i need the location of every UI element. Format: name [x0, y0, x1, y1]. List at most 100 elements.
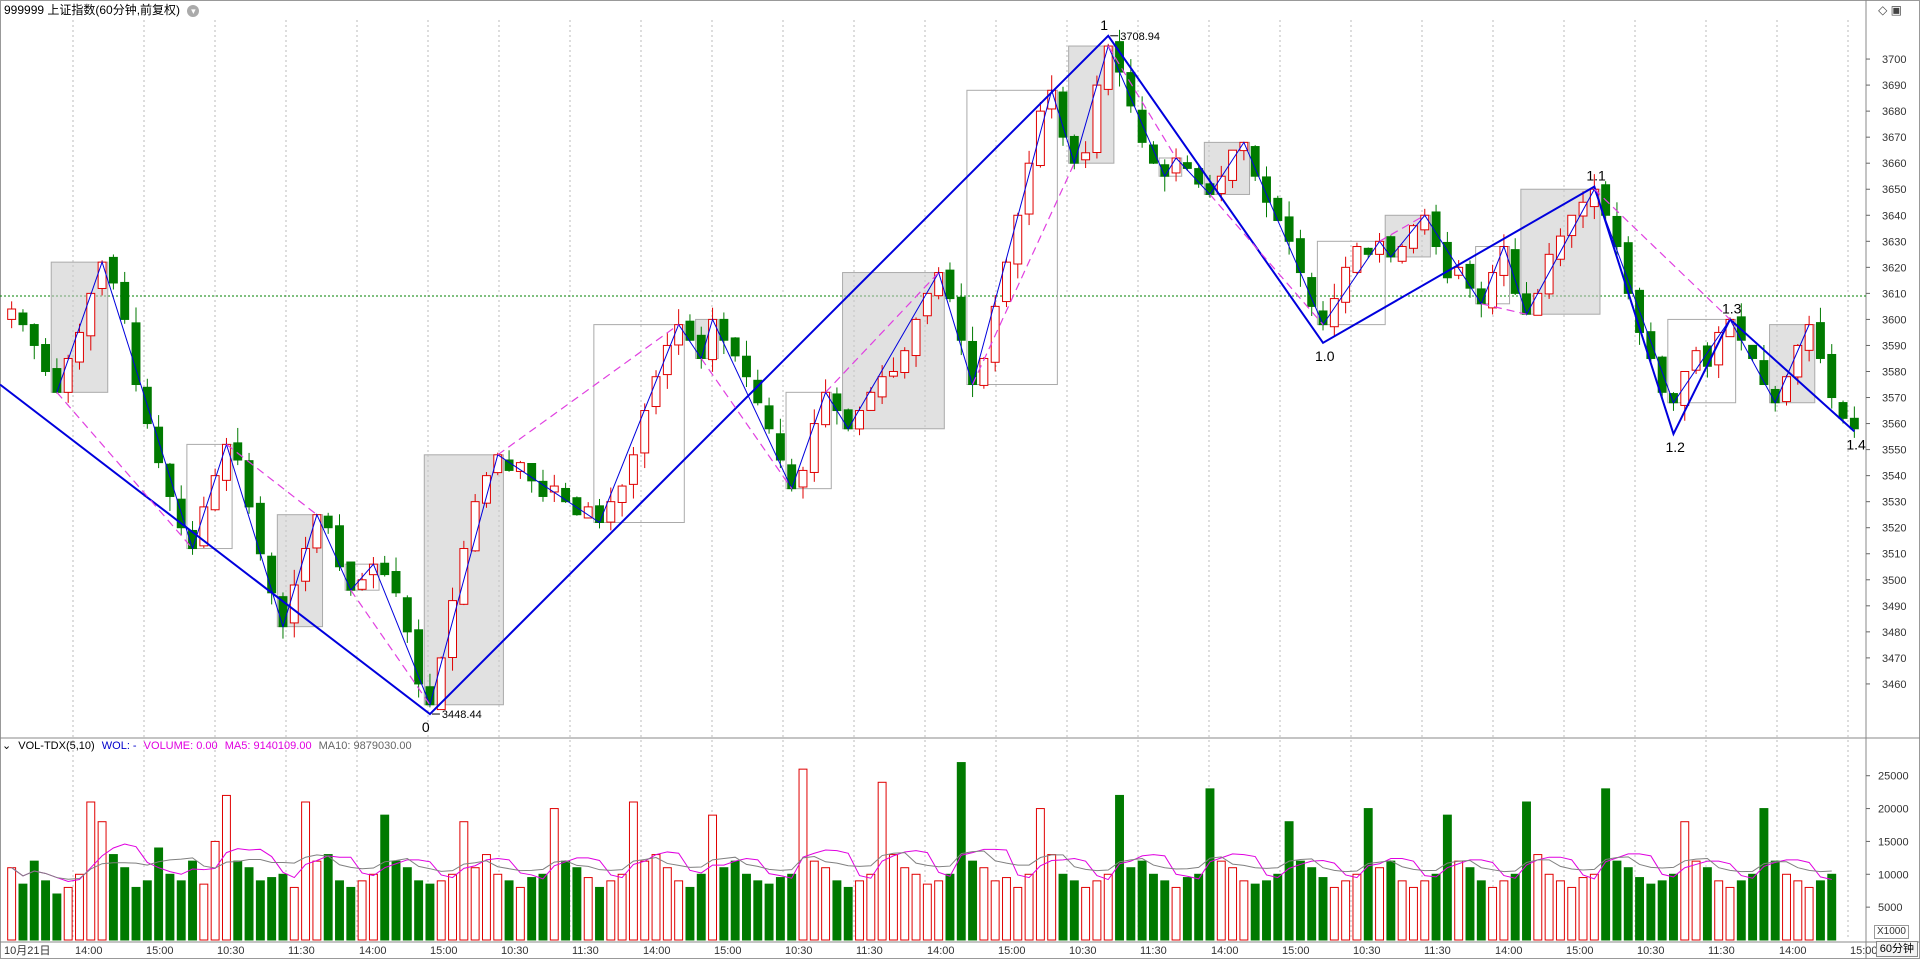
volume-bar [1442, 814, 1452, 941]
volume-bar [1307, 867, 1317, 941]
sub-wave-line [56, 44, 1810, 707]
x-tick-label: 10:30 [1069, 945, 1097, 957]
volume-bar [855, 880, 864, 941]
volume-bar [1589, 873, 1599, 941]
volume-bar [380, 814, 390, 941]
candle-body [1035, 110, 1045, 167]
volume-bar [583, 877, 593, 941]
wave-label: 1 [1100, 17, 1108, 33]
candle-body [662, 344, 672, 376]
volume-bar [1680, 821, 1690, 941]
candle-body [1465, 263, 1475, 289]
candle-body [1013, 214, 1023, 265]
price-tick-label: 3470 [1882, 653, 1906, 665]
candle-body [86, 292, 96, 337]
volume-bar [888, 854, 898, 941]
candle-body [357, 579, 367, 590]
candle-body [1352, 246, 1362, 273]
volume-bar [1375, 867, 1384, 941]
volume-bar [1759, 808, 1769, 941]
volume-tick-label: 15000 [1878, 836, 1909, 848]
candle-body [391, 571, 401, 594]
volume-bar [1736, 880, 1746, 941]
volume-bar [1228, 867, 1238, 941]
volume-bar [1533, 854, 1543, 941]
dashed-connector [700, 358, 793, 489]
candle-body [1657, 356, 1667, 393]
ma5-value: MA5: 9140109.00 [224, 740, 312, 752]
volume-bar [832, 880, 842, 941]
volume-bar [493, 873, 503, 941]
volume-bar [1714, 880, 1724, 941]
volume-bar [1612, 860, 1622, 941]
volume-unit-label: X1000 [1874, 925, 1909, 939]
diamond-icon[interactable]: ◇ [1878, 3, 1888, 17]
volume-bar [1171, 886, 1181, 941]
candle-body [900, 350, 910, 373]
dashed-connector [1209, 194, 1324, 326]
volume-bar [1126, 867, 1136, 941]
candle-body [1194, 168, 1204, 185]
volume-bar [1035, 808, 1045, 941]
volume-bar [357, 880, 367, 941]
candle-body [154, 426, 164, 464]
volume-bar [52, 893, 62, 941]
wol-value: WOL: - [101, 740, 137, 752]
window-restore-icon[interactable]: ▣ [1890, 3, 1902, 17]
volume-bar [1115, 794, 1124, 941]
x-tick-label: 10:30 [501, 945, 529, 957]
volume-bar [1013, 886, 1023, 941]
volume-indicator-name: VOL-TDX(5,10) [18, 740, 95, 752]
candle-body [448, 600, 457, 659]
volume-bar [1827, 873, 1837, 941]
candle-body [1250, 146, 1260, 177]
volume-bar [221, 794, 231, 941]
chart-title-bar[interactable]: 999999 上证指数(60分钟,前复权) ▾ [0, 0, 200, 20]
volume-bar [323, 854, 333, 941]
candle-body [1273, 197, 1283, 221]
volume-bar [1329, 886, 1339, 941]
price-marker-label: 3448.44 [442, 709, 482, 721]
wave-box [1667, 318, 1737, 404]
x-tick-label: 15:00 [430, 945, 458, 957]
volume-bar [402, 867, 412, 941]
price-tick-label: 3540 [1882, 471, 1906, 483]
candle-body [1397, 246, 1407, 262]
candle-body [63, 357, 73, 393]
candle-body [18, 312, 28, 326]
volume-bar [515, 886, 525, 941]
candle-body [97, 261, 107, 289]
dashed-connector [1593, 188, 1731, 320]
volume-bar [1465, 867, 1475, 941]
chevron-down-icon[interactable]: ▾ [187, 4, 200, 17]
candle-body [1148, 144, 1158, 164]
volume-bar [335, 880, 344, 941]
price-tick-label: 3560 [1882, 419, 1906, 431]
candle-body [233, 442, 243, 461]
volume-bar [470, 867, 480, 941]
wave-box [1316, 240, 1386, 326]
candle-body [1748, 344, 1758, 359]
volume-bar [1363, 808, 1373, 941]
annotation-layer: 0 3448.44 1 3708.94 1.0 1.1 1.2 1.3 1.4 [422, 17, 1866, 735]
volume-bar [448, 873, 457, 941]
chevron-down-icon[interactable]: ⌄ [2, 740, 12, 752]
volume-bar [1002, 877, 1011, 941]
candle-body [1555, 235, 1565, 260]
candle-body [1759, 360, 1769, 386]
dashed-connector [350, 589, 431, 706]
volume-bar [75, 873, 84, 941]
volume-bar [685, 886, 695, 941]
candle-body [730, 337, 740, 357]
volume-bar [142, 880, 152, 941]
candle-body [1815, 322, 1825, 359]
volume-bar [1092, 880, 1102, 941]
price-tick-label: 3520 [1882, 523, 1906, 535]
volume-bar [900, 867, 910, 941]
candle-body [764, 405, 774, 430]
candle-body [832, 393, 842, 412]
volume-bar [391, 860, 401, 941]
period-badge[interactable]: 60分钟 [1875, 941, 1918, 957]
candle-body [267, 555, 277, 594]
candle-body [1375, 240, 1384, 255]
